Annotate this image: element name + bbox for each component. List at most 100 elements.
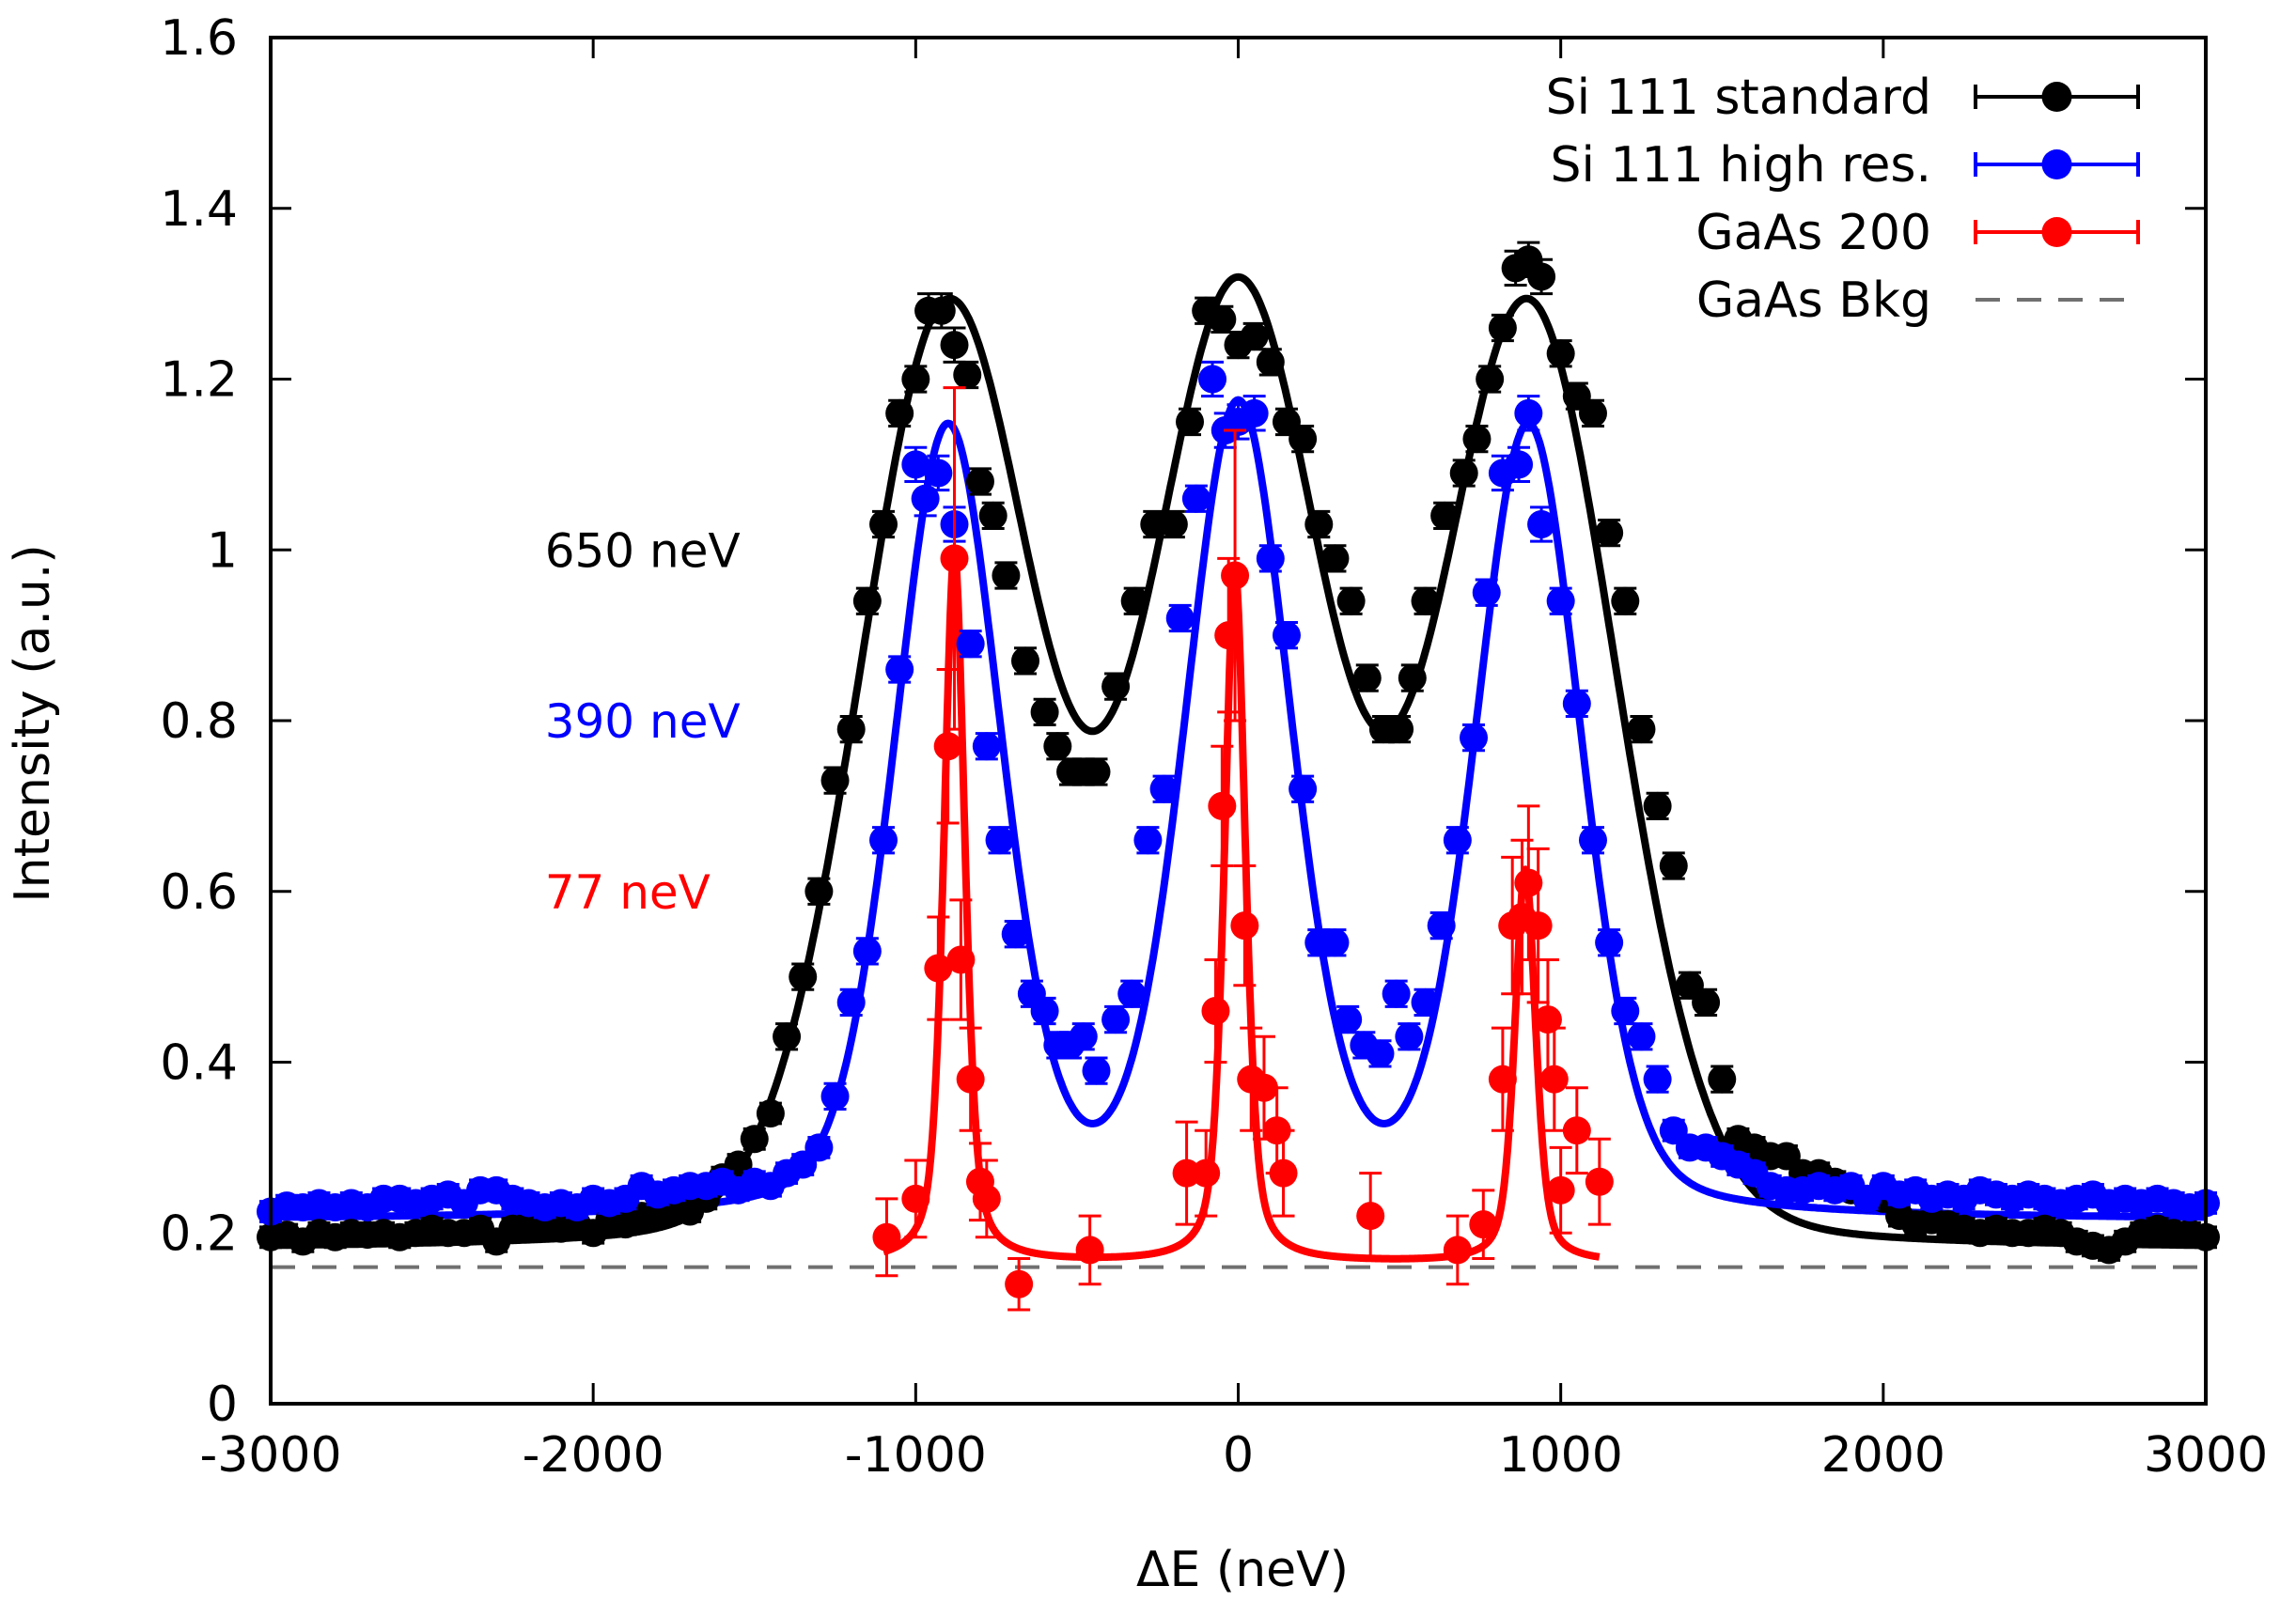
point-marker [1334,1005,1363,1034]
point-marker [978,501,1007,530]
data-point [1539,1026,1569,1132]
data-point [1443,1214,1472,1286]
data-point [1411,987,1440,1018]
data-point [869,509,898,539]
data-point [1030,996,1059,1026]
point-marker [836,715,866,744]
point-marker [985,826,1014,855]
data-point [1201,957,1230,1064]
point-marker [1133,826,1163,855]
legend-label: Si 111 high res. [1550,137,1931,194]
data-point [1488,313,1517,343]
point-marker [1289,425,1318,454]
data-point [972,732,1001,761]
data-point [740,1125,769,1154]
point-marker [1352,663,1382,692]
point-marker [1398,663,1427,692]
data-point [1101,1004,1131,1034]
data-point [1181,484,1210,513]
point-marker [804,877,834,906]
point-marker [956,1065,985,1094]
point-marker [1488,1065,1517,1094]
data-point [1443,826,1472,855]
point-marker [1460,723,1489,753]
y-tick-label: 1.6 [160,10,238,67]
data-point [1304,509,1334,539]
point-marker [885,398,914,428]
point-marker [1533,1005,1562,1034]
data-point [901,1158,930,1239]
point-marker [940,544,969,573]
point-marker [1443,826,1472,855]
point-marker [1240,322,1269,351]
point-marker [1214,621,1243,650]
point-marker [885,655,914,684]
data-point [1289,424,1318,454]
point-marker [1082,757,1111,786]
y-tick-label: 0 [207,1376,238,1433]
x-axis-title: ΔE (neV) [1136,1542,1349,1598]
data-point [1256,544,1285,573]
data-point [1449,459,1478,488]
point-marker [1221,561,1250,590]
point-marker [872,1222,901,1252]
point-marker [740,1125,769,1154]
data-point [1140,509,1169,539]
point-marker [1469,1210,1498,1239]
data-point [1527,257,1556,296]
point-marker [1627,715,1656,744]
point-marker [1595,519,1624,548]
point-marker [1336,586,1366,615]
point-marker [1578,398,1607,428]
data-point [965,467,994,496]
point-marker [1514,868,1543,897]
data-point [1336,586,1366,615]
legend-swatch-marker [2041,82,2072,112]
data-point [1585,1137,1614,1226]
fit-curve-2 [880,550,1603,1263]
data-point [1382,979,1411,1008]
data-point [1595,928,1624,957]
y-tick-label: 0.8 [160,693,238,750]
data-point [1011,646,1040,676]
point-marker [1411,586,1440,615]
data-point [1075,1214,1104,1286]
point-marker [1272,621,1301,650]
data-point [1514,395,1543,432]
data-point [1627,714,1656,744]
point-marker [946,945,976,974]
data-point [972,1158,1001,1239]
point-marker [1366,1039,1395,1068]
data-point [1692,987,1721,1018]
point-marker [1140,509,1169,538]
data-point [1272,620,1301,650]
data-point [1578,826,1607,855]
data-point [1172,1120,1201,1226]
fit-curve-1 [271,396,2206,1221]
data-point [1627,1022,1656,1051]
point-marker [1320,928,1350,957]
data-point [992,561,1021,590]
point-marker [1001,920,1030,949]
legend-label: GaAs Bkg [1696,272,1931,329]
point-marker [1201,996,1230,1025]
data-point [1472,578,1501,607]
resolution-label: 390 neV [545,694,741,749]
y-tick-label: 0.2 [160,1205,238,1262]
point-marker [1165,603,1195,632]
data-point [1069,1022,1098,1051]
point-marker [1011,646,1040,676]
data-point [1546,586,1575,615]
point-marker [1075,1236,1104,1265]
point-marker [901,450,930,479]
data-point [940,386,969,731]
data-point [1427,910,1456,941]
data-point [1208,304,1237,334]
data-point [1430,501,1460,531]
point-marker [1117,979,1147,1008]
point-marker [1488,313,1517,342]
data-point [956,630,985,659]
point-marker [1643,791,1672,820]
data-point [1385,714,1414,744]
data-point [1562,689,1591,718]
